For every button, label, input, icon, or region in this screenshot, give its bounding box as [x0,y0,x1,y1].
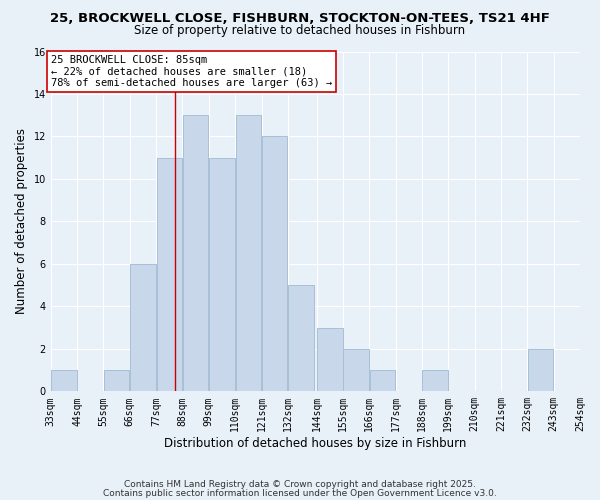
Text: Contains HM Land Registry data © Crown copyright and database right 2025.: Contains HM Land Registry data © Crown c… [124,480,476,489]
Bar [130,264,156,392]
Bar [183,115,208,392]
Bar [343,349,369,392]
Bar [236,115,261,392]
X-axis label: Distribution of detached houses by size in Fishburn: Distribution of detached houses by size … [164,437,467,450]
Bar [51,370,77,392]
Bar [262,136,287,392]
Text: 25, BROCKWELL CLOSE, FISHBURN, STOCKTON-ON-TEES, TS21 4HF: 25, BROCKWELL CLOSE, FISHBURN, STOCKTON-… [50,12,550,26]
Y-axis label: Number of detached properties: Number of detached properties [15,128,28,314]
Text: Size of property relative to detached houses in Fishburn: Size of property relative to detached ho… [134,24,466,37]
Text: Contains public sector information licensed under the Open Government Licence v3: Contains public sector information licen… [103,488,497,498]
Bar [317,328,343,392]
Bar [209,158,235,392]
Bar [527,349,553,392]
Bar [288,285,314,392]
Bar [422,370,448,392]
Bar [157,158,182,392]
Bar [104,370,130,392]
Text: 25 BROCKWELL CLOSE: 85sqm
← 22% of detached houses are smaller (18)
78% of semi-: 25 BROCKWELL CLOSE: 85sqm ← 22% of detac… [51,54,332,88]
Bar [370,370,395,392]
